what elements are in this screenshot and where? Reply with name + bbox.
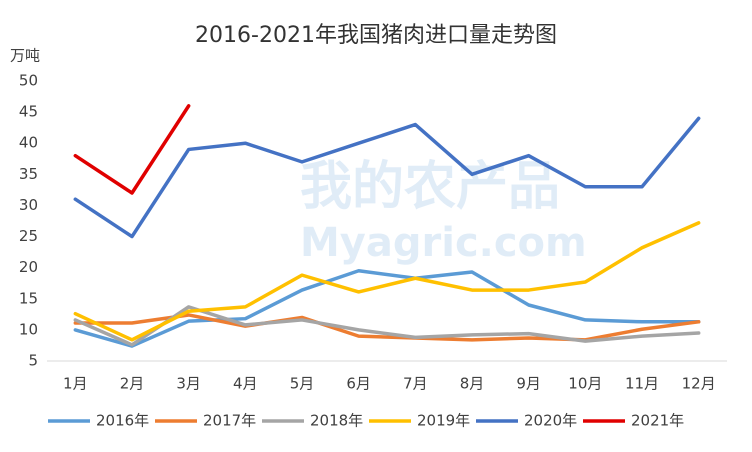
x-tick-label: 11月	[625, 375, 659, 393]
y-tick-label: 50	[19, 72, 38, 90]
chart-title: 2016-2021年我国猪肉进口量走势图	[195, 23, 557, 48]
x-tick-label: 9月	[516, 375, 541, 393]
legend-label: 2017年	[203, 412, 256, 430]
x-tick-label: 3月	[176, 375, 201, 393]
x-tick-label: 5月	[290, 375, 315, 393]
series-line	[73, 269, 701, 348]
series-line	[73, 221, 701, 342]
x-tick-label: 1月	[63, 375, 88, 393]
y-tick-label: 25	[19, 227, 38, 245]
y-tick-label: 30	[19, 196, 38, 214]
y-tick-label: 15	[19, 289, 38, 307]
watermark: 我的农产品	[300, 157, 560, 217]
y-tick-label: 35	[19, 165, 38, 183]
y-tick-label: 5	[28, 352, 38, 370]
x-tick-label: 6月	[346, 375, 371, 393]
legend-label: 2021年	[631, 412, 684, 430]
legend-label: 2016年	[96, 412, 149, 430]
legend-label: 2018年	[310, 412, 363, 430]
y-tick-label: 40	[19, 134, 38, 152]
series-line	[73, 116, 701, 239]
x-tick-label: 8月	[460, 375, 485, 393]
x-tick-label: 7月	[403, 375, 428, 393]
watermark: Myagric.com	[300, 220, 587, 266]
legend-label: 2019年	[417, 412, 470, 430]
x-tick-label: 10月	[568, 375, 602, 393]
y-tick-label: 10	[19, 320, 38, 338]
y-tick-label: 45	[19, 103, 38, 121]
y-tick-label: 20	[19, 258, 38, 276]
series-line	[73, 104, 191, 195]
x-tick-label: 12月	[682, 375, 716, 393]
legend-label: 2020年	[524, 412, 577, 430]
x-tick-label: 2月	[120, 375, 145, 393]
y-axis-label: 万吨	[10, 47, 40, 65]
x-tick-label: 4月	[233, 375, 258, 393]
series-line	[73, 305, 701, 347]
